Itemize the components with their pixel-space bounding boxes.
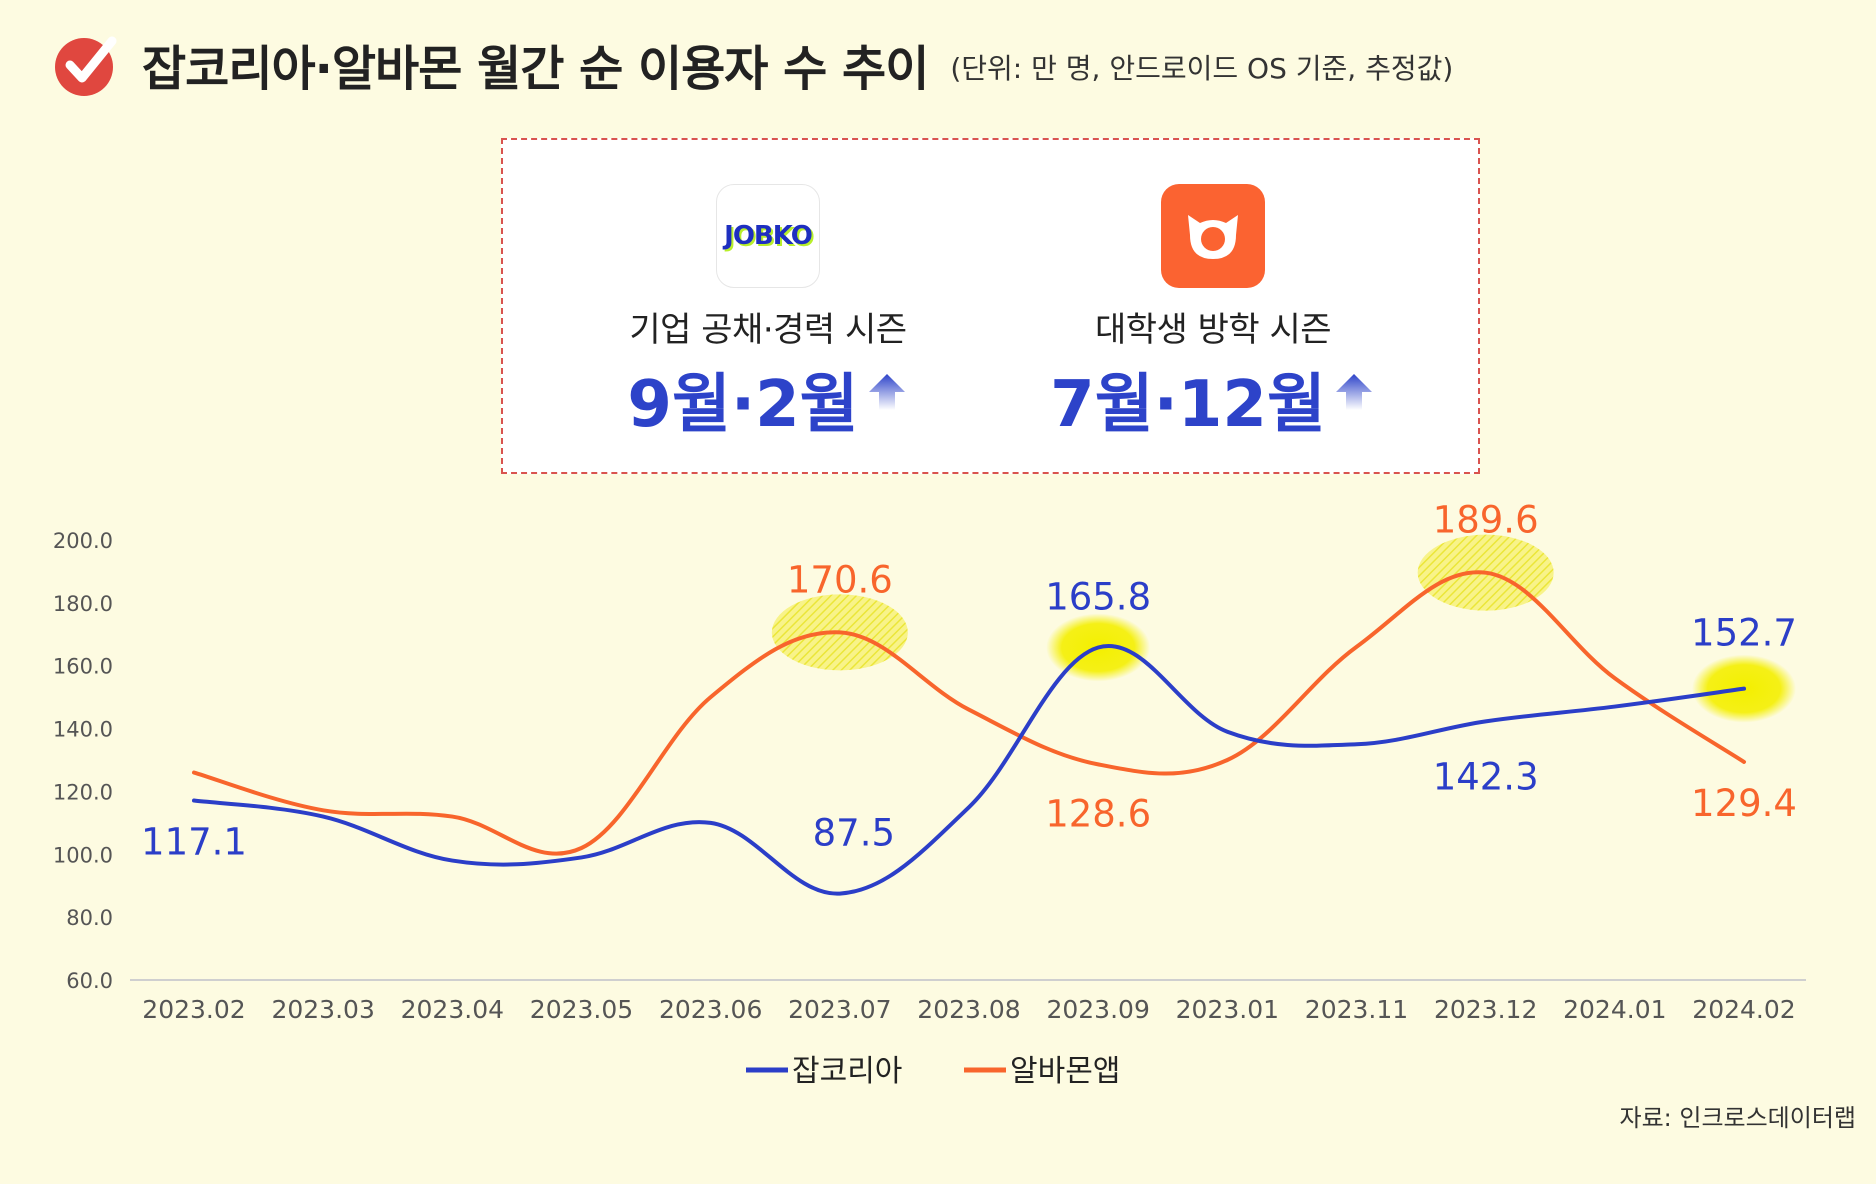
data-label: 170.6	[787, 558, 893, 601]
x-tick-label: 2023.12	[1434, 995, 1537, 1024]
x-tick-label: 2023.07	[788, 995, 891, 1024]
x-tick-label: 2023.02	[142, 995, 245, 1024]
x-tick-label: 2023.06	[659, 995, 762, 1024]
legend-label: 알바몬앱	[1010, 1054, 1120, 1089]
albamon-season-label: 대학생 방학 시즌	[1094, 310, 1332, 350]
data-label: 129.4	[1691, 782, 1797, 825]
y-tick-label: 120.0	[53, 780, 113, 804]
data-label: 128.6	[1045, 792, 1151, 835]
y-tick-label: 140.0	[53, 718, 113, 742]
x-tick-label: 2023.11	[1305, 995, 1408, 1024]
jobkorea-season-label: 기업 공채·경력 시즌	[629, 310, 907, 350]
y-tick-label: 100.0	[53, 843, 113, 867]
up-arrow-icon	[868, 374, 905, 410]
x-tick-label: 2023.01	[1176, 995, 1279, 1024]
y-tick-label: 60.0	[66, 969, 113, 993]
check-icon	[55, 36, 117, 96]
x-tick-label: 2023.05	[530, 995, 633, 1024]
cat-face-icon	[1188, 215, 1238, 259]
y-tick-label: 200.0	[53, 529, 113, 553]
jobkorea-months: 9월·2월	[568, 353, 968, 445]
x-tick-label: 2024.02	[1692, 995, 1795, 1024]
albamon-logo	[1161, 184, 1265, 288]
title-row: 잡코리아·알바몬 월간 순 이용자 수 추이 (단위: 만 명, 안드로이드 O…	[52, 24, 1453, 104]
data-label: 142.3	[1433, 755, 1539, 798]
data-label: 87.5	[813, 812, 895, 855]
albamon-months-text: 7월·12월	[1050, 368, 1326, 442]
albamon-season-panel: 대학생 방학 시즌 7월·12월	[1013, 140, 1413, 445]
y-tick-label: 180.0	[53, 592, 113, 616]
data-label: 165.8	[1045, 575, 1151, 618]
jobkorea-season-panel: JOBKO 기업 공채·경력 시즌 9월·2월	[568, 140, 968, 445]
x-tick-label: 2023.04	[401, 995, 504, 1024]
albamon-series-line	[192, 570, 1746, 856]
page-title: 잡코리아·알바몬 월간 순 이용자 수 추이	[142, 41, 929, 97]
jobkorea-logo: JOBKO	[716, 184, 820, 288]
x-tick-label: 2023.08	[917, 995, 1020, 1024]
legend-label: 잡코리아	[792, 1054, 902, 1089]
jobkorea-months-text: 9월·2월	[627, 368, 859, 442]
page-subtitle: (단위: 만 명, 안드로이드 OS 기준, 추정값)	[950, 52, 1454, 85]
y-tick-label: 160.0	[53, 655, 113, 679]
x-tick-label: 2024.01	[1563, 995, 1666, 1024]
jobkorea-logo-text: JOBKO	[724, 221, 813, 251]
jobkorea-series-line	[192, 643, 1746, 896]
y-tick-label: 80.0	[66, 906, 113, 930]
source-note: 자료: 인크로스데이터랩	[1619, 1104, 1856, 1132]
data-label: 152.7	[1691, 612, 1797, 655]
x-tick-label: 2023.09	[1046, 995, 1149, 1024]
albamon-months: 7월·12월	[1013, 353, 1413, 445]
up-arrow-icon	[1335, 374, 1372, 410]
x-tick-label: 2023.03	[271, 995, 374, 1024]
data-label: 189.6	[1433, 499, 1539, 542]
data-label: 117.1	[141, 821, 247, 864]
season-info-box: JOBKO 기업 공채·경력 시즌 9월·2월 대학생 방학 시즌 7월	[501, 138, 1480, 474]
